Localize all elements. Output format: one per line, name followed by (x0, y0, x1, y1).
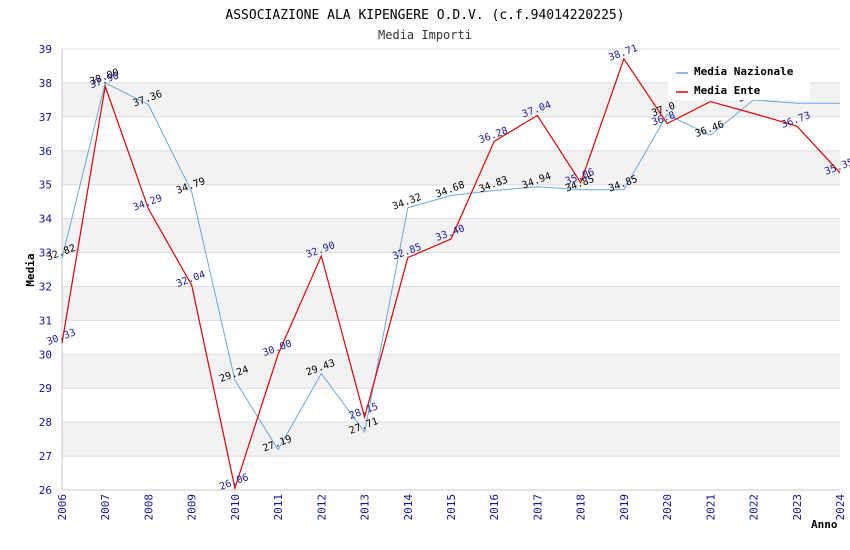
chart-subtitle: Media Importi (378, 28, 472, 42)
y-tick-label: 28 (39, 416, 52, 429)
y-tick-label: 37 (39, 111, 52, 124)
legend: Media Nazionale Media Ente (668, 60, 810, 100)
legend-label-ente: Media Ente (694, 84, 761, 97)
y-tick-label: 26 (39, 484, 52, 497)
legend-label-nazionale: Media Nazionale (694, 65, 794, 78)
data-label-ente: 30.33 (45, 327, 77, 348)
data-label-nazionale: 36.46 (694, 119, 726, 140)
grid-lines (62, 48, 840, 491)
grid-band (62, 286, 840, 321)
y-tick-label: 32 (39, 280, 52, 293)
y-tick-label: 34 (39, 213, 53, 226)
y-axis-label: Media (24, 253, 37, 286)
chart-title: ASSOCIAZIONE ALA KIPENGERE O.D.V. (c.f.9… (225, 8, 624, 23)
series-line-nazionale (61, 82, 840, 451)
x-tick-label: 2010 (229, 494, 242, 521)
x-tick-label: 2009 (186, 494, 199, 521)
x-axis-label: Anno (811, 518, 838, 531)
y-tick-label: 33 (39, 247, 52, 260)
x-tick-label: 2018 (575, 494, 588, 521)
series-lines (61, 57, 841, 491)
x-tick-label: 2006 (56, 494, 69, 521)
y-axis-ticks: 26 27 28 29 30 31 32 33 34 35 36 37 38 39 (39, 43, 53, 497)
x-tick-label: 2014 (402, 494, 415, 521)
x-tick-label: 2019 (618, 494, 631, 521)
x-tick-label: 2017 (531, 494, 544, 521)
y-tick-label: 29 (39, 382, 52, 395)
x-tick-label: 2021 (704, 494, 717, 521)
y-tick-label: 27 (39, 450, 52, 463)
x-tick-label: 2022 (748, 494, 761, 521)
x-tick-label: 2016 (488, 494, 501, 521)
series-line-ente (61, 57, 841, 491)
x-tick-label: 2007 (99, 494, 112, 521)
x-tick-label: 2020 (661, 494, 674, 521)
legend-box (668, 60, 810, 100)
y-tick-label: 30 (39, 348, 52, 361)
y-tick-label: 31 (39, 314, 52, 327)
grid-band (62, 218, 840, 253)
y-tick-label: 35 (39, 179, 52, 192)
axes (61, 49, 840, 491)
y-tick-label: 39 (39, 43, 52, 56)
x-tick-label: 2023 (791, 494, 804, 521)
grid-band (62, 150, 840, 185)
data-label-ente: 34.29 (132, 193, 164, 214)
y-tick-label: 36 (39, 145, 52, 158)
x-axis-ticks: 2006 2007 2008 2009 2010 2011 2012 2013 2014 2015… (56, 494, 847, 521)
x-tick-label: 2015 (445, 494, 458, 521)
y-tick-label: 38 (39, 77, 52, 90)
x-tick-label: 2013 (359, 494, 372, 521)
x-tick-label: 2008 (142, 494, 155, 521)
grid-bands (62, 82, 840, 457)
x-tick-label: 2024 (834, 494, 847, 521)
grid-band (62, 354, 840, 389)
grid-band (62, 422, 840, 457)
x-tick-label: 2011 (272, 494, 285, 521)
x-tick-label: 2012 (315, 494, 328, 521)
